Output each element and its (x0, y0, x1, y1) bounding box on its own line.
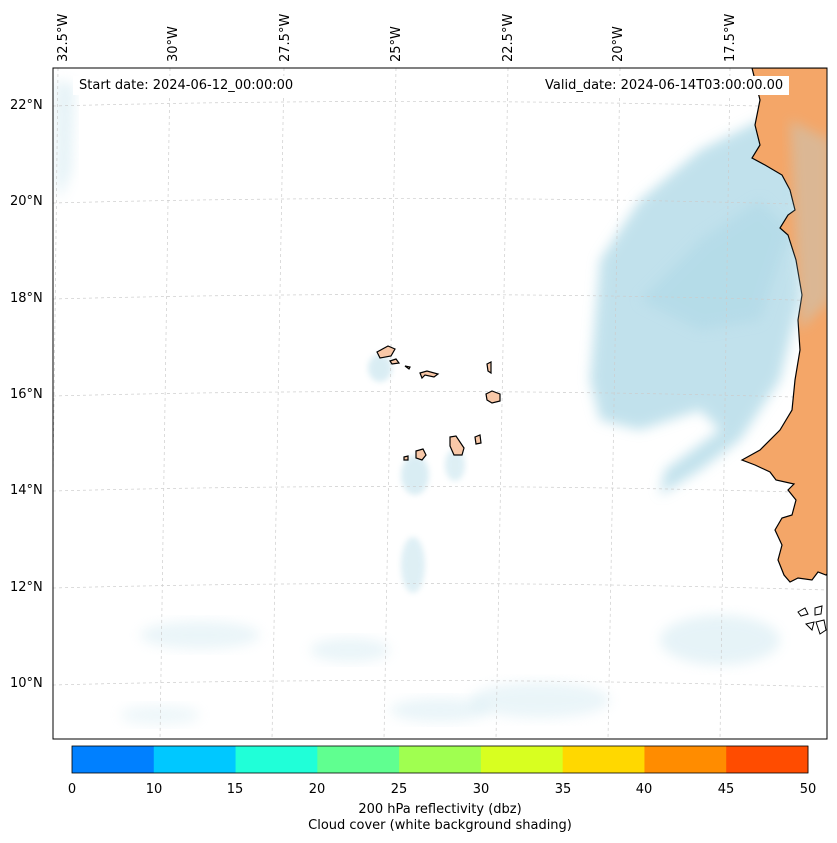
colorbar-segment (153, 746, 237, 773)
island-maio (474, 434, 482, 445)
colorbar-tick: 15 (226, 782, 244, 797)
island-santo-antao (376, 345, 396, 359)
lon-label-32.5W: 32.5°W (56, 14, 71, 62)
parallel-18N (53, 294, 827, 302)
cloud-patch-south-1 (401, 537, 425, 593)
map-border (52, 67, 828, 740)
island-fogo (415, 448, 427, 461)
island-santiago (449, 435, 465, 456)
valid-date-label: Valid_date: 2024-06-14T03:00:00.00 (539, 76, 790, 95)
meridian-25W (383, 68, 397, 739)
meridian-20W (607, 68, 621, 739)
island-santa-luzia (404, 365, 411, 370)
parallel-12N (53, 583, 827, 591)
colorbar-tick: 0 (67, 782, 77, 797)
cloud-patch-west-edge (55, 80, 75, 200)
colorbar-tick: 20 (308, 782, 326, 797)
lat-label-10N: 10°N (10, 676, 43, 691)
colorbar-tick: 10 (145, 782, 163, 797)
colorbar-label-line2: Cloud cover (white background shading) (308, 818, 572, 833)
colorbar-outline (71, 745, 809, 774)
lon-label-22.5W: 22.5°W (501, 14, 516, 62)
parallel-10N (53, 680, 827, 688)
longitude-labels: 32.5°W 30°W 27.5°W 25°W 22.5°W 20°W 17.5… (56, 14, 738, 62)
island-boa-vista (485, 390, 501, 404)
graticule (53, 68, 827, 739)
inland-cloud-tint (790, 120, 827, 330)
island-sal (486, 361, 492, 375)
bijagos-islands (797, 605, 827, 635)
lat-label-22N: 22°N (10, 98, 43, 113)
coastal-island-2 (814, 605, 823, 616)
meridian-22.5W (495, 68, 509, 739)
colorbar-tick: 35 (554, 782, 572, 797)
start-date-label: Start date: 2024-06-12_00:00:00 (73, 76, 300, 95)
colorbar-tick: 30 (472, 782, 490, 797)
colorbar-segment (562, 746, 645, 773)
meridian-30W (159, 68, 171, 739)
colorbar-segment (72, 746, 155, 773)
colorbar (72, 746, 809, 773)
island-sao-vicente (389, 358, 401, 365)
colorbar-tick: 25 (390, 782, 408, 797)
coastal-island-1 (797, 607, 809, 617)
parallel-16N (53, 391, 827, 399)
parallel-22N (53, 101, 827, 109)
colorbar-tick: 45 (717, 782, 735, 797)
coastal-island-4 (815, 619, 827, 635)
colorbar-segment (644, 746, 727, 773)
cloud-patch-islands-3 (445, 449, 465, 481)
lat-label-12N: 12°N (10, 580, 43, 595)
parallel-14N (53, 486, 827, 494)
lon-label-20W: 20°W (611, 26, 626, 62)
lat-label-14N: 14°N (10, 483, 43, 498)
colorbar-segment (399, 746, 482, 773)
colorbar-segment (480, 746, 564, 773)
cloud-patch-south-2 (140, 621, 260, 649)
cloud-patch-south-5 (660, 615, 780, 665)
colorbar-tick: 40 (635, 782, 653, 797)
lat-label-16N: 16°N (10, 387, 43, 402)
meridian-17.5W (719, 68, 731, 739)
island-sao-nicolau (419, 370, 440, 380)
cloud-patch-south-4 (470, 682, 610, 718)
meridian-27.5W (271, 68, 285, 739)
lat-label-18N: 18°N (10, 291, 43, 306)
parallel-20N (53, 198, 827, 206)
colorbar-tick: 50 (799, 782, 817, 797)
colorbar-segment (726, 746, 809, 773)
cape-verde-islands (376, 345, 501, 461)
lon-label-25W: 25°W (389, 26, 404, 62)
colorbar-segment (317, 746, 400, 773)
colorbar-label-line1: 200 hPa reflectivity (dbz) (358, 802, 522, 817)
cloud-patch-south-7 (120, 705, 200, 725)
lat-label-20N: 20°N (10, 194, 43, 209)
lon-label-27.5W: 27.5°W (278, 14, 293, 62)
lon-label-30W: 30°W (166, 26, 181, 62)
colorbar-segment (235, 746, 318, 773)
cloud-patch-islands-1 (368, 354, 392, 382)
island-brava (403, 455, 409, 461)
lon-label-17.5W: 17.5°W (723, 14, 738, 62)
coastal-island-3 (805, 621, 815, 631)
cloud-patch-south-6 (390, 698, 490, 722)
cloud-patch-south-3 (310, 638, 390, 662)
cloud-patch-islands-2 (401, 455, 429, 495)
